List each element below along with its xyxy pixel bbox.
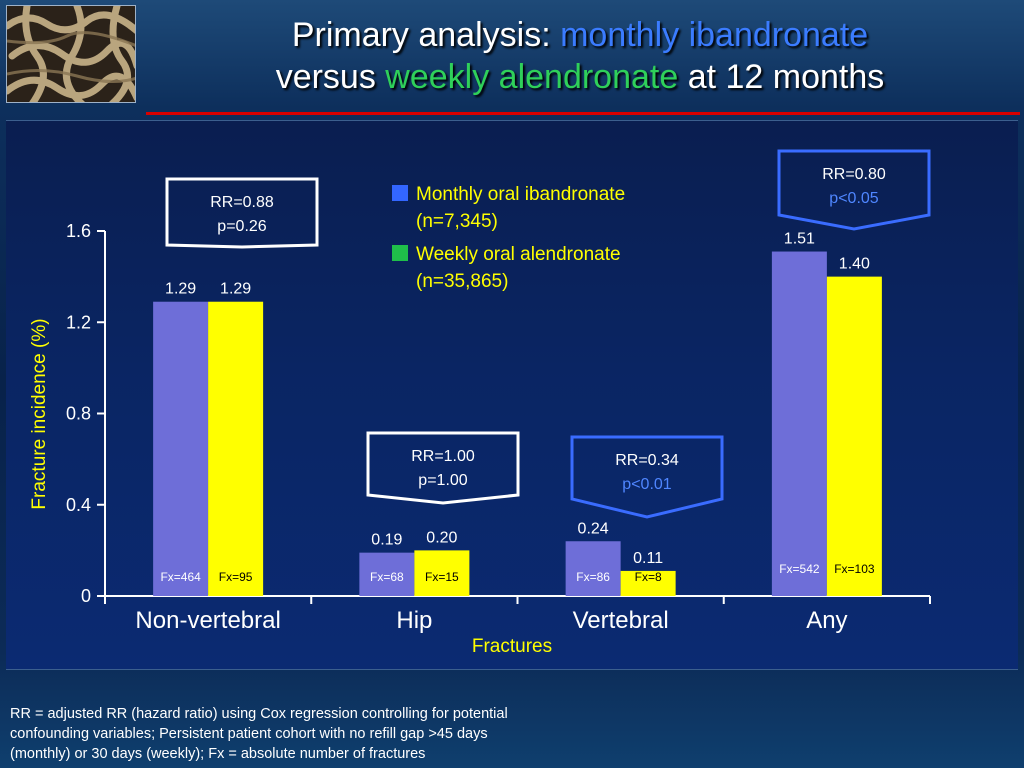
rr-callout-p: p=0.26	[217, 218, 266, 235]
legend-label-n: (n=35,865)	[416, 271, 508, 292]
bar	[359, 552, 415, 596]
bar	[771, 251, 827, 596]
bar-fx-label: Fx=464	[160, 570, 201, 584]
title-line1-text: Primary analysis:	[291, 16, 561, 54]
legend-swatch	[392, 185, 408, 201]
x-axis-label: Fractures	[472, 636, 552, 657]
footnote: RR = adjusted RR (hazard ratio) using Co…	[10, 704, 610, 764]
chart-panel: 0 0.4 0.8 1.2 1.6 Fracture incidence (%) Fract…	[6, 120, 1018, 670]
bar-fx-label: Fx=86	[576, 570, 610, 584]
rr-callout-box	[777, 149, 931, 231]
bar-fx-label: Fx=15	[425, 570, 459, 584]
y-axis-label: Fracture incidence (%)	[29, 318, 50, 509]
bar-value-label: 1.40	[839, 256, 870, 273]
bone-texture-image	[6, 5, 136, 103]
rr-callout-p: p<0.01	[622, 476, 671, 493]
bar	[826, 276, 882, 596]
rr-callout-box	[165, 177, 319, 249]
bar-fx-label: Fx=8	[635, 570, 662, 584]
bar-value-label: 1.51	[784, 231, 815, 248]
rr-callout-p: p=1.00	[418, 472, 467, 489]
bar-value-label: 0.24	[578, 520, 609, 537]
y-tick-label: 1.2	[66, 312, 91, 332]
bar	[153, 301, 209, 596]
footnote-line: confounding variables; Persistent patien…	[10, 726, 488, 742]
bar-chart: 0 0.4 0.8 1.2 1.6 Fracture incidence (%) Fract…	[29, 149, 931, 657]
bar	[414, 550, 470, 596]
bar-fx-label: Fx=103	[834, 562, 875, 576]
bar-value-label: 0.11	[633, 550, 663, 567]
title-line2-text-a: versus	[275, 58, 386, 96]
bar-fx-label: Fx=95	[219, 570, 253, 584]
bar-fx-label: Fx=542	[779, 562, 820, 576]
rr-callout-p: p<0.05	[829, 190, 878, 207]
rr-callout-rr: RR=0.34	[615, 452, 679, 469]
x-category-label: Hip	[396, 607, 432, 634]
title-divider	[146, 112, 1020, 115]
rr-callout-rr: RR=1.00	[411, 448, 475, 465]
bar-value-label: 0.19	[371, 532, 402, 549]
rr-callout-rr: RR=0.88	[210, 194, 274, 211]
legend-swatch	[392, 245, 408, 261]
title-line2-text-b: at 12 months	[678, 58, 885, 96]
title-line2-highlight: weekly alendronate	[385, 58, 679, 96]
footnote-line: RR = adjusted RR (hazard ratio) using Co…	[10, 706, 508, 722]
x-category-label: Any	[806, 607, 847, 634]
bar-value-label: 1.29	[165, 281, 196, 298]
bar	[208, 301, 264, 596]
bar-fx-label: Fx=68	[370, 570, 404, 584]
footnote-line: (monthly) or 30 days (weekly); Fx = abso…	[10, 746, 426, 762]
rr-callout-box	[570, 435, 724, 519]
y-tick-label: 0.4	[66, 495, 91, 515]
bar	[620, 570, 676, 596]
legend-label-n: (n=7,345)	[416, 211, 498, 232]
slide-title: Primary analysis: monthly ibandronate ve…	[150, 14, 1010, 98]
title-line1-highlight: monthly ibandronate	[560, 16, 869, 54]
y-tick-label: 0.8	[66, 404, 91, 424]
rr-callout-rr: RR=0.80	[822, 166, 886, 183]
bar	[565, 541, 621, 596]
x-category-label: Non-vertebral	[135, 607, 280, 634]
bar-value-label: 1.29	[220, 281, 251, 298]
x-category-label: Vertebral	[573, 607, 669, 634]
y-tick-label: 1.6	[66, 221, 91, 241]
bar-value-label: 0.20	[426, 529, 457, 546]
legend-label: Monthly oral ibandronate	[416, 184, 625, 205]
y-tick-label: 0	[81, 586, 91, 606]
rr-callout-box	[366, 431, 520, 505]
legend-label: Weekly oral alendronate	[416, 244, 621, 265]
